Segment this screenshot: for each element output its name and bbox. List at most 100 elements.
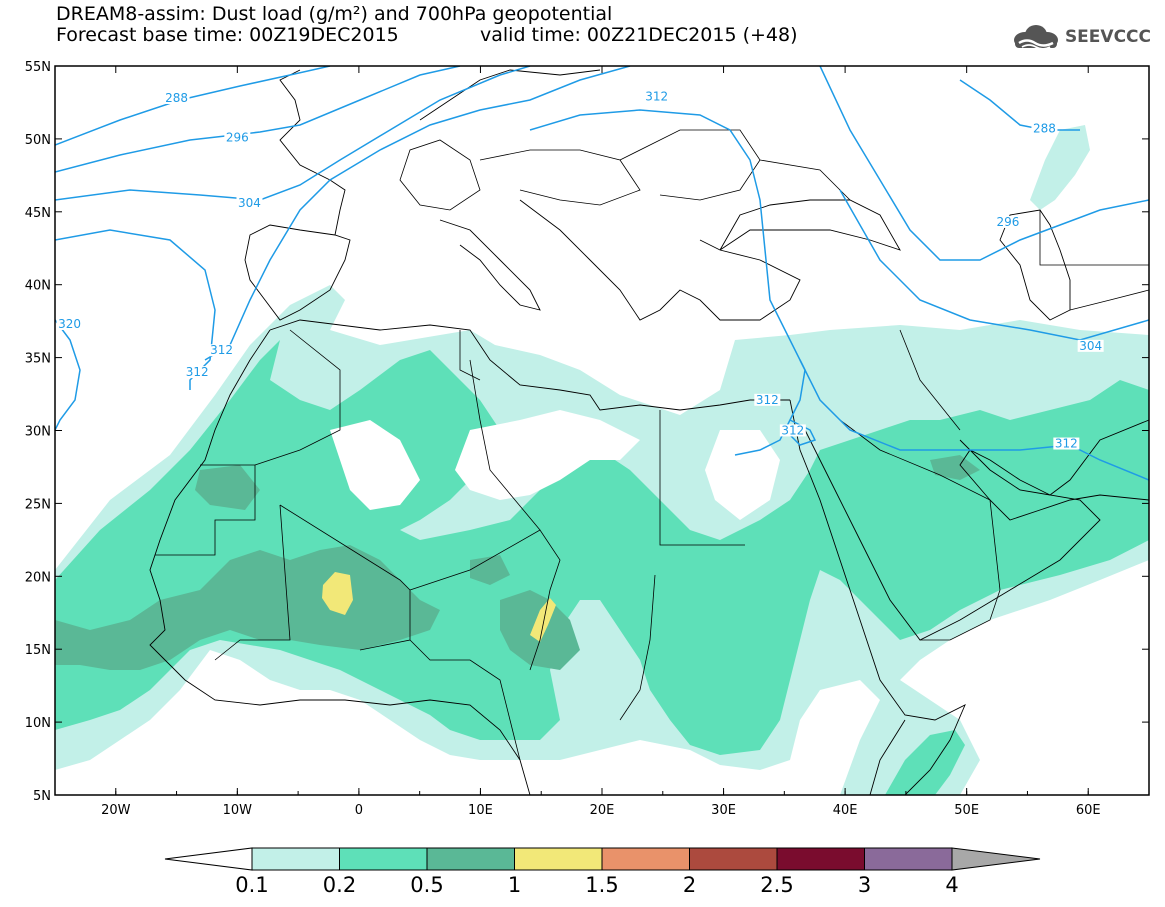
lat-label: 5N [33,789,51,804]
border-mali [214,504,291,661]
valid-time: valid time: 00Z21DEC2015 (+48) [480,24,798,46]
dust-gap-libya [455,410,640,500]
border-morocco [254,329,341,466]
lat-label: 55N [25,60,51,75]
coast-east-africa [869,719,906,795]
dust-level-0.2 [55,340,1149,755]
border-europe-3 [619,129,761,201]
contour-label-bg [1077,339,1104,352]
border-nigeria [409,639,521,761]
latitude-axis: 55N 50N 45N 40N 35N 30N 25N 20N 15N 10N 5N [25,60,1149,804]
border-kazakh [1039,210,1149,266]
colorbar-label: 1.5 [585,873,618,897]
coast-italy [439,219,541,311]
contour-label-bg [163,91,190,104]
border-europe-2 [479,149,641,206]
contour-label: 312 [781,423,804,437]
lon-label: 20W [101,803,131,818]
lat-label: 50N [25,133,51,148]
contour-label-bg [224,131,251,144]
lat-label: 35N [25,352,51,367]
contour-label: 312 [210,343,233,357]
colorbar-box [776,847,865,871]
colorbar-label: 1 [508,873,521,897]
border-algeria-libya [469,359,541,531]
dust-level-0.5-sahara [195,465,260,510]
contour-label: 312 [186,365,209,379]
coast-north-africa [269,319,790,411]
contour-label: 312 [1055,437,1078,451]
colorbar: 0.1 0.2 0.5 1 1.5 2 2.5 3 4 [164,847,1041,897]
border-russia-ukraine [759,159,851,201]
contour-label-bg [208,344,235,357]
lon-label: 40E [833,803,858,818]
forecast-base-time: Forecast base time: 00Z19DEC2015 [56,24,399,46]
lon-label: 0 [355,803,363,818]
border-libya-egypt [659,410,745,546]
coast-north-europe [419,69,601,121]
logo-text: SEEVCCC [1064,27,1151,47]
colorbar-label: 2.5 [760,873,793,897]
dust-level-1-mali [322,572,353,615]
colorbar-label: 0.1 [235,873,268,897]
dust-level-0.5-niger [470,555,510,585]
dust-level-0.2-horn [885,730,965,795]
dust-gap-levant [705,430,780,520]
border-niger-chad [409,529,561,671]
coast-caspian [999,209,1071,321]
cloud-icon [1013,25,1058,50]
contour-label: 296 [997,215,1020,229]
contour-320-west [55,319,81,431]
contour-label-bg [236,196,263,209]
coast-persian-gulf [959,419,1149,496]
contour-312-east [799,359,1149,481]
longitude-axis: 20W 10W 0 10E 20E 30E 40E 50E 60E [54,66,1150,818]
contour-label: 312 [645,90,668,104]
contour-label: 312 [756,393,779,407]
colorbar-label: 3 [858,873,871,897]
coast-west-africa [149,329,531,795]
dust-level-1-chad [530,598,556,642]
contour-296-east [819,66,1149,261]
colorbar-box [426,847,515,871]
border-iran-iraq [899,329,961,431]
lat-label: 15N [25,643,51,658]
contour-label-bg [1053,437,1080,450]
lat-label: 40N [25,279,51,294]
contour-label-bg [184,366,211,379]
lon-label: 10E [468,803,493,818]
border-turkmen [1069,289,1149,311]
lon-label: 30E [711,803,736,818]
contour-label: 288 [165,91,188,105]
contour-label-bg [1031,122,1058,135]
lon-label: 50E [954,803,979,818]
contour-296-west [55,66,461,173]
contour-label: 304 [238,196,261,210]
lon-label: 10W [223,803,253,818]
colorbar-box [864,847,953,871]
lat-label: 10N [25,716,51,731]
lat-label: 45N [25,206,51,221]
contour-label: 320 [58,317,81,331]
contour-288-west [55,66,331,146]
contour-288-east [959,79,1080,131]
border-saudi [839,419,1001,641]
coast-iberia [244,224,351,321]
border-sudan-chad [619,574,656,721]
border-europe-1 [399,139,481,211]
colorbar-label: 0.5 [410,873,443,897]
lat-label: 20N [25,570,51,585]
colorbar-label: 2 [683,873,696,897]
colorbar-under-triangle [164,847,253,871]
dust-gap-algeria [330,420,420,510]
contour-label-bg [779,424,806,437]
coast-balkans-greece [519,199,801,321]
lat-label: 30N [25,425,51,440]
lat-label: 25N [25,497,51,512]
lon-label: 20E [590,803,615,818]
border-algeria-mali [279,504,411,651]
contour-304-west [55,66,531,201]
dust-fields [55,125,1149,795]
